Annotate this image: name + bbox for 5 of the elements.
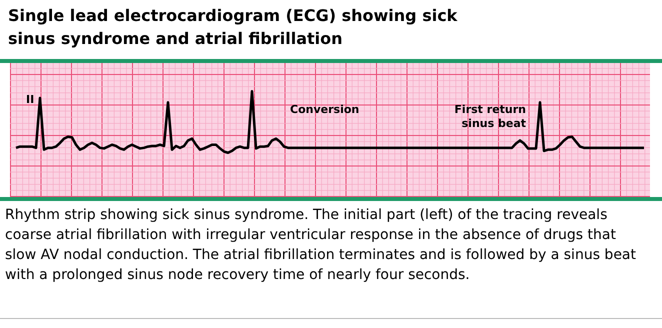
annotation: II (26, 93, 34, 106)
annotation: First return sinus beat (453, 103, 526, 131)
annotation: Conversion (290, 103, 360, 116)
chart-title: Single lead electrocardiogram (ECG) showing sick sinus syndrome and atrial fibrillation (8, 5, 458, 50)
text: Rhythm strip showing sick sinus syndrome. The initial part (left) of the tracing reveals coarse atrial fibrillation with irregular ventricular response in the absence of drugs that slow AV nodal conduction. The atrial fibrillation terminates and is followed by a sinus beat with a prolonged sinus node recovery time of nearly four seconds. (5, 206, 638, 285)
